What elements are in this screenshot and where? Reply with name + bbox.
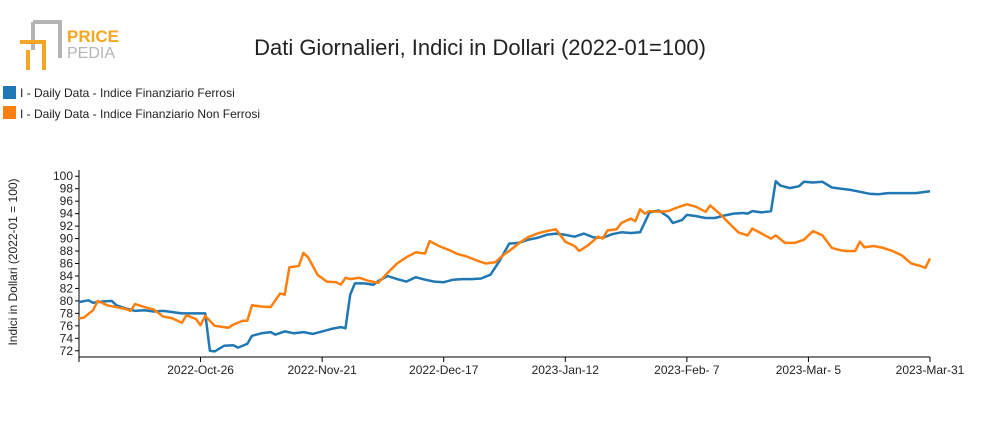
y-tick-label: 94 [60,207,74,221]
x-tick-label: 2023-Mar- 5 [776,363,842,377]
chart-title: Dati Giornalieri, Indici in Dollari (202… [254,35,706,60]
x-tick-label: 2022-Oct-26 [167,363,234,377]
logo-text-pedia: PEDIA [67,45,115,62]
x-tick-label: 2023-Feb- 7 [654,363,720,377]
legend-swatch-non-ferrosi [3,106,16,119]
x-ticks: 2022-Oct-26 2022-Nov-21 2022-Dec-17 2023-Ja… [78,357,965,377]
series-layer [78,179,932,353]
x-tick-label: 2023-Jan-12 [532,363,600,377]
logo-mark-gray [31,20,62,58]
y-tick-label: 86 [60,257,74,271]
y-tick-label: 72 [60,344,74,358]
y-tick-label: 84 [60,269,74,283]
legend-swatch-ferrosi [3,86,16,99]
logo-mark-orange [20,40,46,70]
y-tick-label: 92 [60,219,74,233]
legend-label-non-ferrosi: I - Daily Data - Indice Finanziario Non … [20,107,260,121]
legend-label-ferrosi: I - Daily Data - Indice Finanziario Ferr… [20,86,235,100]
pricepedia-logo: PRICE PEDIA [20,20,119,70]
y-tick-label: 100 [53,169,73,183]
y-tick-label: 82 [60,281,74,295]
legend: I - Daily Data - Indice Finanziario Ferr… [3,86,260,121]
x-tick-label: 2022-Dec-17 [409,363,479,377]
y-tick-label: 80 [60,294,74,308]
y-tick-label: 78 [60,306,74,320]
y-tick-label: 96 [60,194,74,208]
legend-item-non-ferrosi[interactable]: I - Daily Data - Indice Finanziario Non … [3,106,260,121]
x-tick-label: 2023-Mar-31 [896,363,965,377]
logo-text-price: PRICE [67,27,119,46]
series-line-ferrosi [78,179,931,353]
series-line-non-ferrosi [78,203,932,329]
y-tick-label: 90 [60,232,74,246]
legend-item-ferrosi[interactable]: I - Daily Data - Indice Finanziario Ferr… [3,86,235,100]
y-tick-label: 88 [60,244,74,258]
y-tick-label: 76 [60,319,74,333]
y-tick-label: 98 [60,182,74,196]
x-tick-label: 2022-Nov-21 [287,363,357,377]
y-tick-label: 74 [60,331,74,345]
y-axis-label: Indici in Dollari (2022-01 = 100) [6,178,20,345]
